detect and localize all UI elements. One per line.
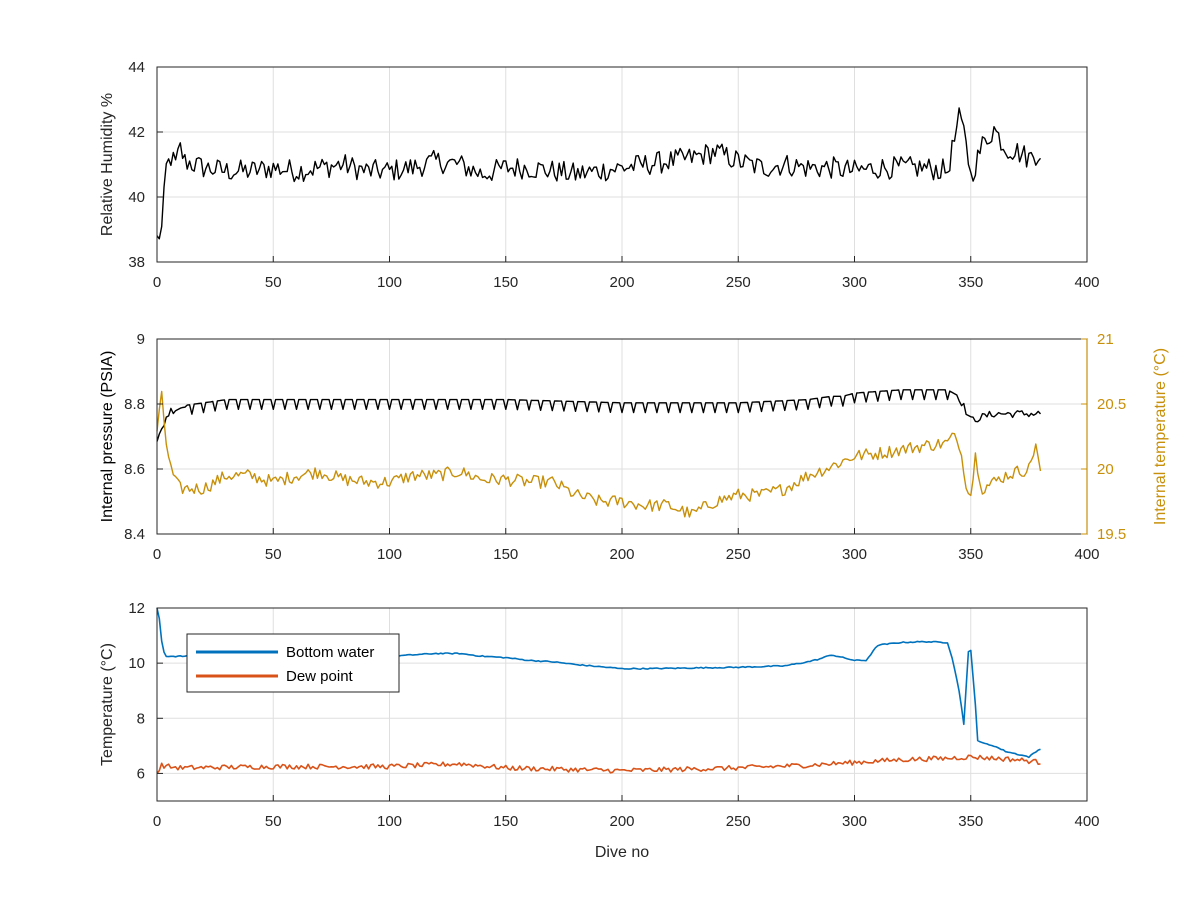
x-tick-label: 400: [1074, 546, 1099, 563]
x-tick-label: 200: [609, 274, 634, 291]
x-tick-label: 100: [377, 274, 402, 291]
y-tick-label: 10: [128, 655, 145, 672]
y-tick-label: 6: [137, 765, 145, 782]
x-tick-label: 200: [609, 813, 634, 830]
right-y-tick-label: 19.5: [1097, 526, 1126, 543]
x-tick-label: 50: [265, 546, 282, 563]
x-tick-label: 50: [265, 274, 282, 291]
temperature-ticks: 0 50 100 150 200 250 300 350 400 6 8 10 12: [128, 600, 1099, 830]
x-tick-label: 350: [958, 813, 983, 830]
x-tick-label: 50: [265, 813, 282, 830]
legend-label-bottom-water: Bottom water: [286, 644, 374, 661]
series-line-1-1: [156, 390, 1042, 518]
dive-no-x-axis-label: Dive no: [595, 844, 649, 861]
x-tick-label: 150: [493, 546, 518, 563]
x-tick-label: 300: [842, 813, 867, 830]
x-tick-label: 200: [609, 546, 634, 563]
x-tick-label: 350: [958, 274, 983, 291]
humidity-panel: 0 50 100 150 200 250 300 350 400 38 40 42 44 Relativ…: [99, 59, 1100, 291]
pressure-series: [156, 389, 1042, 518]
temperature-grid: [157, 608, 1087, 801]
x-tick-label: 400: [1074, 274, 1099, 291]
x-tick-label: 0: [153, 813, 161, 830]
x-tick-label: 0: [153, 274, 161, 291]
pressure-y-axis-label: Internal pressure (PSIA): [99, 351, 116, 523]
x-tick-label: 100: [377, 813, 402, 830]
y-tick-label: 38: [128, 254, 145, 271]
humidity-ticks: 0 50 100 150 200 250 300 350 400 38 40 42 44: [128, 59, 1099, 291]
humidity-y-axis-label: Relative Humidity %: [99, 93, 116, 236]
internal-temperature-y-axis-label: Internal temperature (°C): [1152, 348, 1169, 525]
y-tick-label: 42: [128, 124, 145, 141]
humidity-series: [156, 107, 1042, 240]
series-line-1-0: [156, 389, 1042, 442]
y-tick-label: 8: [137, 710, 145, 727]
y-tick-label: 9: [137, 331, 145, 348]
temperature-legend: Bottom water Dew point: [186, 633, 400, 693]
y-tick-label: 44: [128, 59, 145, 76]
x-tick-label: 250: [726, 274, 751, 291]
x-tick-label: 150: [493, 274, 518, 291]
pressure-ticks: 0 50 100 150 200 250 300 350 400 8.4 8.6 8.8 9 19.5 20…: [124, 331, 1126, 563]
y-tick-label: 8.8: [124, 396, 145, 413]
series-line-0-0: [156, 107, 1042, 240]
temperature-y-axis-label: Temperature (°C): [99, 643, 116, 766]
x-tick-label: 250: [726, 813, 751, 830]
series-line-dew-point: [156, 754, 1041, 774]
x-tick-label: 150: [493, 813, 518, 830]
y-tick-label: 8.6: [124, 461, 145, 478]
x-tick-label: 350: [958, 546, 983, 563]
x-tick-label: 250: [726, 546, 751, 563]
humidity-grid: [157, 67, 1087, 262]
y-tick-label: 40: [128, 189, 145, 206]
legend-label-dew-point: Dew point: [286, 668, 354, 685]
x-tick-label: 400: [1074, 813, 1099, 830]
right-y-tick-label: 21: [1097, 331, 1114, 348]
x-tick-label: 0: [153, 546, 161, 563]
pressure-temperature-panel: 0 50 100 150 200 250 300 350 400 8.4 8.6 8.8 9 19.5 20…: [99, 331, 1169, 563]
right-y-tick-label: 20: [1097, 461, 1114, 478]
temperature-panel: 0 50 100 150 200 250 300 350 400 6 8 10 12 Temperatu…: [99, 600, 1100, 861]
legend-box: [186, 633, 400, 693]
x-tick-label: 300: [842, 546, 867, 563]
pressure-grid: [157, 339, 1087, 534]
x-tick-label: 300: [842, 274, 867, 291]
right-y-tick-label: 20.5: [1097, 396, 1126, 413]
y-tick-label: 12: [128, 600, 145, 617]
x-tick-label: 100: [377, 546, 402, 563]
y-tick-label: 8.4: [124, 526, 145, 543]
